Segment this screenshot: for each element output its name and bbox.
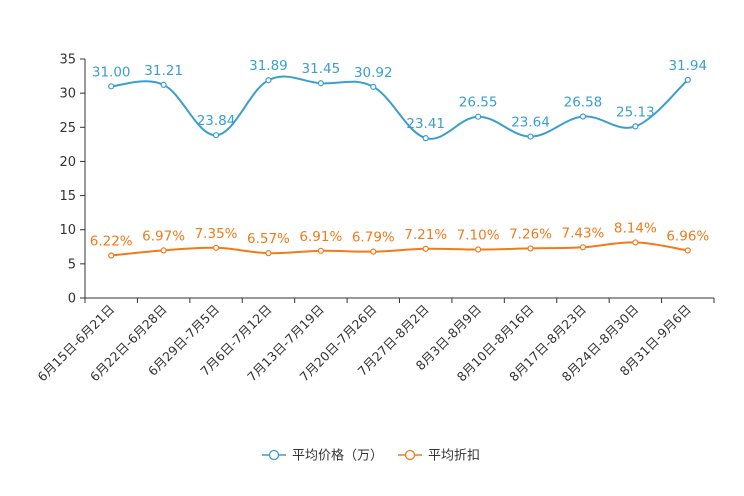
data-point[interactable] xyxy=(632,123,639,130)
y-tick-label: 30 xyxy=(59,87,76,102)
y-tick-label: 15 xyxy=(59,189,76,204)
y-tick-label: 25 xyxy=(59,121,76,136)
data-label: 31.89 xyxy=(249,58,288,74)
axes xyxy=(84,59,714,299)
data-label: 7.35% xyxy=(195,226,238,242)
data-point[interactable] xyxy=(422,245,429,252)
data-point[interactable] xyxy=(684,247,691,254)
data-point[interactable] xyxy=(317,80,324,87)
y-axis-ticks: 0 5 10 15 20 25 30 35 xyxy=(59,53,85,307)
data-label: 23.84 xyxy=(197,113,236,129)
data-label: 23.64 xyxy=(511,115,550,131)
data-point[interactable] xyxy=(160,81,167,88)
data-label: 6.97% xyxy=(142,228,185,244)
data-label: 25.13 xyxy=(616,104,655,120)
data-point[interactable] xyxy=(370,248,377,255)
data-point[interactable] xyxy=(265,250,272,257)
legend-marker-icon xyxy=(404,449,416,461)
legend-marker-icon xyxy=(268,449,280,461)
series: 31.00 31.21 23.84 31.89 31.45 30.92 23.41 26.55… xyxy=(90,58,709,259)
x-axis-tick-labels: 6月15日-6月21日6月22日-6月28日6月29日-7月5日7月6日-7月1… xyxy=(34,298,715,384)
data-point[interactable] xyxy=(370,83,377,90)
data-point[interactable] xyxy=(422,135,429,142)
data-point[interactable] xyxy=(684,76,691,83)
data-label: 31.00 xyxy=(92,64,131,80)
legend[interactable]: 平均价格（万） 平均折扣 xyxy=(262,448,480,464)
data-label: 26.55 xyxy=(459,95,498,111)
data-point[interactable] xyxy=(317,247,324,254)
series-discount: 6.22% 6.97% 7.35% 6.57% 6.91% 6.79% 7.21% 7.10%… xyxy=(90,220,709,259)
data-point[interactable] xyxy=(108,83,115,90)
data-point[interactable] xyxy=(632,239,639,246)
data-label: 31.21 xyxy=(144,63,183,79)
series-price: 31.00 31.21 23.84 31.89 31.45 30.92 23.41 26.55… xyxy=(92,58,707,142)
data-label: 6.22% xyxy=(90,234,133,250)
series-line xyxy=(111,241,688,257)
legend-item-discount[interactable]: 平均折扣 xyxy=(398,449,480,464)
data-label: 31.94 xyxy=(668,58,707,74)
data-point[interactable] xyxy=(265,77,272,84)
data-point[interactable] xyxy=(475,113,482,120)
data-point[interactable] xyxy=(212,244,220,251)
data-label: 31.45 xyxy=(302,61,341,77)
data-label: 7.10% xyxy=(457,228,500,244)
y-tick-label: 5 xyxy=(68,257,76,272)
data-label: 7.21% xyxy=(404,227,447,243)
data-label: 30.92 xyxy=(354,65,393,81)
y-tick-label: 20 xyxy=(59,155,76,170)
data-point[interactable] xyxy=(475,246,482,253)
legend-item-price[interactable]: 平均价格（万） xyxy=(262,448,383,464)
data-point[interactable] xyxy=(527,133,534,140)
data-label: 6.57% xyxy=(247,231,290,247)
data-label: 6.96% xyxy=(666,228,709,244)
y-tick-label: 0 xyxy=(68,292,76,307)
data-point[interactable] xyxy=(579,113,587,120)
y-tick-label: 10 xyxy=(59,223,76,238)
data-label: 7.43% xyxy=(562,225,605,241)
data-point[interactable] xyxy=(108,252,115,259)
y-tick-label: 35 xyxy=(59,53,76,68)
data-point[interactable] xyxy=(212,132,220,139)
legend-label: 平均价格（万） xyxy=(292,448,383,464)
data-label: 8.14% xyxy=(614,220,657,236)
data-point[interactable] xyxy=(579,244,587,251)
legend-label: 平均折扣 xyxy=(428,449,480,464)
data-label: 23.41 xyxy=(406,116,445,132)
series-line xyxy=(111,75,689,140)
data-label: 6.91% xyxy=(299,229,342,245)
data-label: 7.26% xyxy=(509,226,552,242)
data-point[interactable] xyxy=(160,247,167,254)
data-label: 6.79% xyxy=(352,230,395,246)
data-label: 26.58 xyxy=(564,94,603,110)
data-point[interactable] xyxy=(527,245,534,252)
